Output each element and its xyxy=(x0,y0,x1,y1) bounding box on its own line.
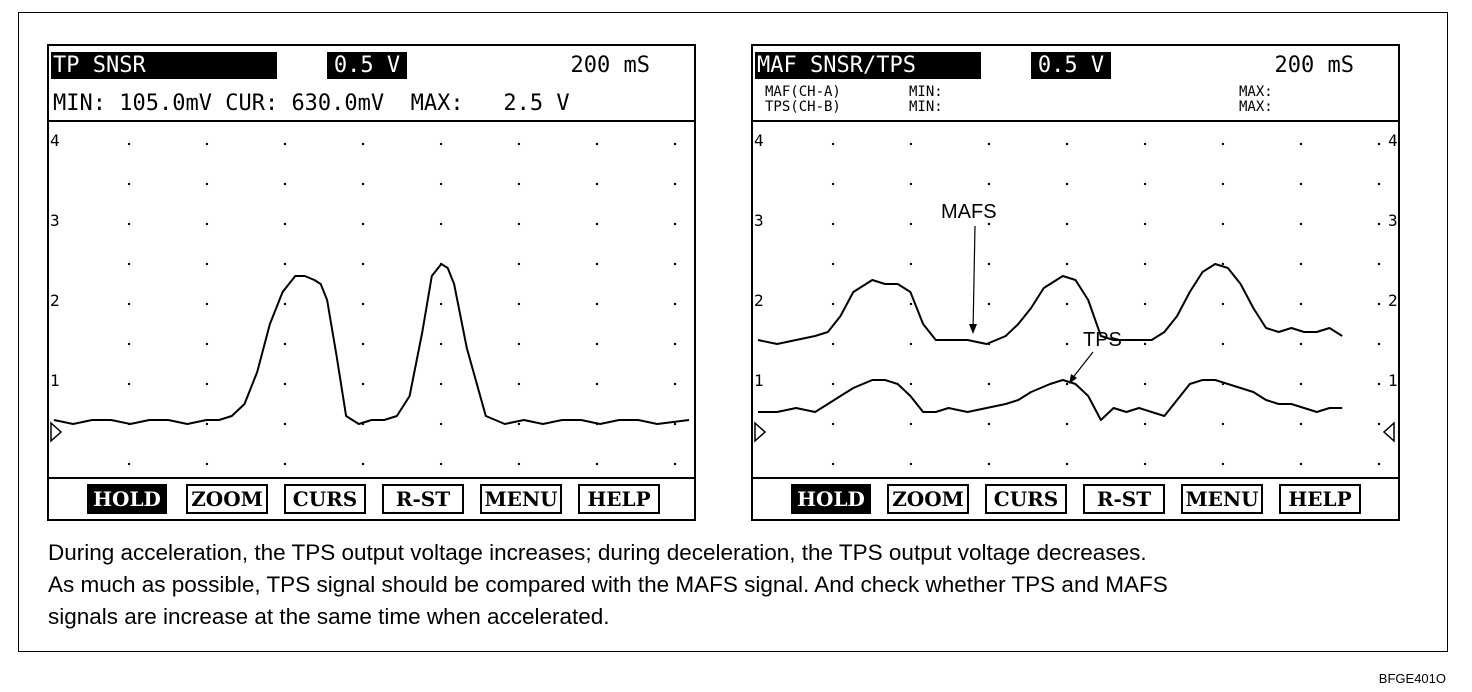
y-tick-label-left: 3 xyxy=(754,211,764,230)
series-line-mafs xyxy=(757,263,1343,345)
curs-button[interactable]: CURS xyxy=(985,484,1067,514)
min-value: 105.0mV xyxy=(119,91,212,116)
button-bar: HOLD ZOOM CURS R-ST MENU HELP xyxy=(753,477,1398,519)
y-tick-label-left: 2 xyxy=(50,291,60,310)
grid-dots xyxy=(127,142,677,466)
help-button[interactable]: HELP xyxy=(1279,484,1361,514)
waveform-plot: 1 1 2 2 3 3 4 4 MAFS TPS xyxy=(754,131,1398,466)
caption: During acceleration, the TPS output volt… xyxy=(48,537,1428,633)
y-tick-label-left: 1 xyxy=(50,371,60,390)
y-tick-label-left: 4 xyxy=(754,131,764,150)
waveform-plot: 1 2 3 4 xyxy=(50,131,690,466)
time-per-div: 200 mS xyxy=(570,53,650,78)
r-st-button[interactable]: R-ST xyxy=(382,484,464,514)
curs-button[interactable]: CURS xyxy=(284,484,366,514)
cur-value: 630.0mV xyxy=(291,91,385,116)
trigger-marker-right xyxy=(1382,421,1395,443)
y-tick-label-right: 4 xyxy=(1388,131,1398,150)
annotation-tps-arrow xyxy=(1070,351,1094,381)
zoom-button[interactable]: ZOOM xyxy=(186,484,268,514)
menu-button[interactable]: MENU xyxy=(1181,484,1263,514)
button-bar: HOLD ZOOM CURS R-ST MENU HELP xyxy=(49,477,694,519)
max-label: MAX: xyxy=(410,91,464,116)
channel-title: TP SNSR xyxy=(51,52,277,79)
ch-a-min-label: MIN: xyxy=(909,84,943,100)
ch-b-max-label: MAX: xyxy=(1239,99,1273,115)
caption-line-1: During acceleration, the TPS output volt… xyxy=(48,540,1147,565)
r-st-button[interactable]: R-ST xyxy=(1083,484,1165,514)
help-button[interactable]: HELP xyxy=(578,484,660,514)
ch-a-max-label: MAX: xyxy=(1239,84,1273,100)
annotation-mafs-arrow xyxy=(972,225,976,333)
figure-code: BFGE401O xyxy=(1378,671,1446,686)
y-tick-label-left: 4 xyxy=(50,131,60,150)
trigger-marker-left xyxy=(754,421,767,443)
scope-header: MAF SNSR/TPS 0.5 V 200 mS MAF(CH-A) TPS(… xyxy=(753,46,1398,122)
channel-b-label: TPS(CH-B) xyxy=(765,99,841,115)
max-value: 2.5 V xyxy=(503,91,570,116)
series-line-tps xyxy=(758,379,1343,421)
volt-per-div: 0.5 V xyxy=(327,52,407,79)
annotation-tps: TPS xyxy=(1083,329,1122,351)
y-tick-label-left: 1 xyxy=(754,371,764,390)
min-label: MIN: xyxy=(53,91,106,116)
channel-a-label: MAF(CH-A) xyxy=(765,84,841,100)
caption-line-2: As much as possible, TPS signal should b… xyxy=(48,572,1168,597)
scope-header: TP SNSR 0.5 V 200 mS MIN: 105.0mV CUR: 6… xyxy=(49,46,694,122)
channel-title: MAF SNSR/TPS xyxy=(755,52,981,79)
cur-label: CUR: xyxy=(225,91,279,116)
y-tick-label-right: 3 xyxy=(1388,211,1398,230)
time-per-div: 200 mS xyxy=(1274,53,1354,78)
menu-button[interactable]: MENU xyxy=(480,484,562,514)
caption-line-3: signals are increase at the same time wh… xyxy=(48,604,610,629)
ch-b-min-label: MIN: xyxy=(909,99,943,115)
stats-row: MIN: 105.0mV CUR: 630.0mV MAX: 2.5 V xyxy=(53,90,684,117)
hold-button[interactable]: HOLD xyxy=(791,484,871,514)
hold-button[interactable]: HOLD xyxy=(87,484,167,514)
scope-tp-snsr: TP SNSR 0.5 V 200 mS MIN: 105.0mV CUR: 6… xyxy=(47,44,696,521)
annotation-mafs: MAFS xyxy=(941,201,997,223)
volt-per-div: 0.5 V xyxy=(1031,52,1111,79)
annotation-mafs-arrowhead xyxy=(969,324,977,334)
series-line-trace-0 xyxy=(53,263,690,425)
annotation-tps-arrowhead xyxy=(1069,374,1077,384)
y-tick-label-right: 1 xyxy=(1388,371,1398,390)
zoom-button[interactable]: ZOOM xyxy=(887,484,969,514)
y-tick-label-left: 3 xyxy=(50,211,60,230)
grid-dots xyxy=(831,142,1381,466)
trigger-marker-left xyxy=(50,421,63,443)
y-tick-label-right: 2 xyxy=(1388,291,1398,310)
y-tick-label-left: 2 xyxy=(754,291,764,310)
figure-frame xyxy=(18,12,1448,652)
scope-maf-tps: MAF SNSR/TPS 0.5 V 200 mS MAF(CH-A) TPS(… xyxy=(751,44,1400,521)
